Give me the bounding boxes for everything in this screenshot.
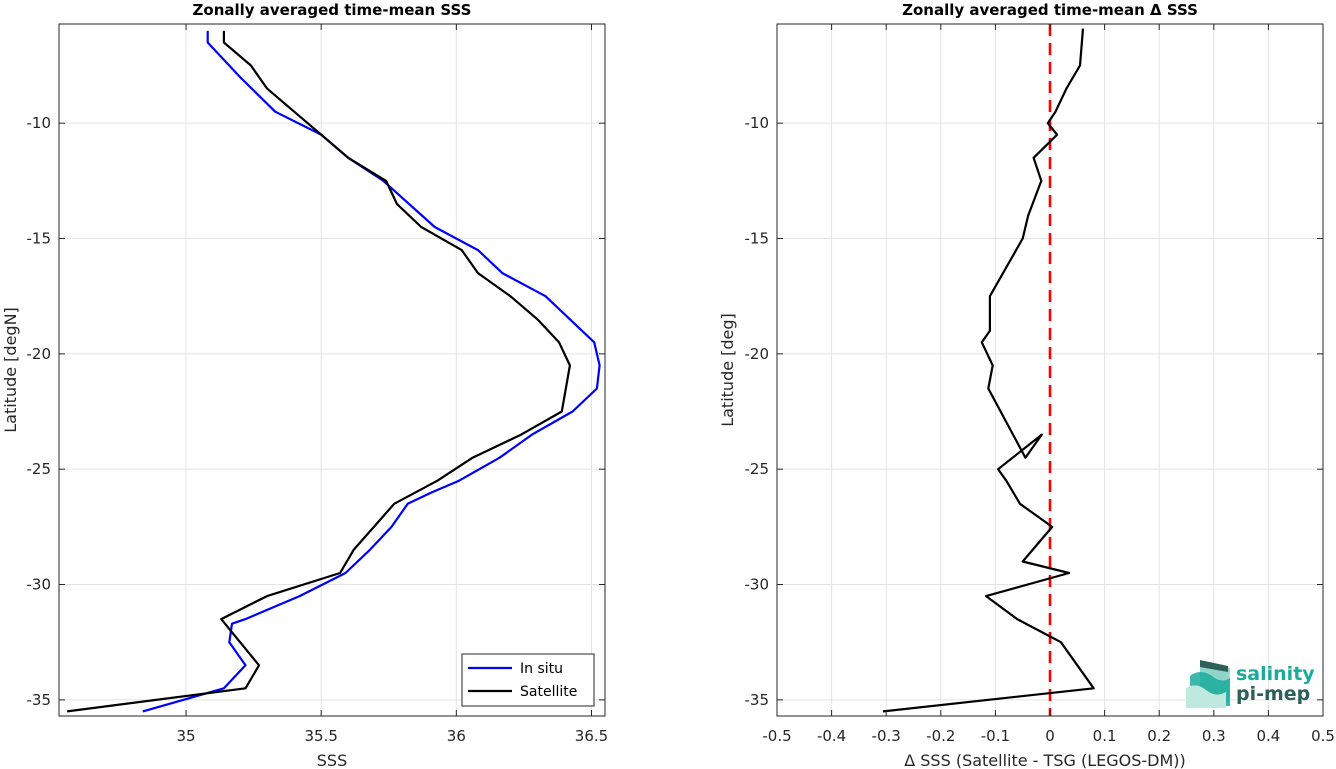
legend-label-satellite: Satellite bbox=[520, 684, 577, 700]
chart-title: Zonally averaged time-mean Δ SSS bbox=[902, 1, 1198, 19]
wave-logo-icon bbox=[1186, 660, 1230, 708]
series-line-in-situ bbox=[142, 30, 601, 713]
x-tick-label: 0.4 bbox=[1256, 727, 1280, 745]
y-tick-label: -10 bbox=[27, 114, 52, 132]
y-tick-label: -25 bbox=[745, 460, 770, 478]
x-tick-label: 36 bbox=[447, 727, 466, 745]
y-tick-label: -35 bbox=[745, 691, 770, 709]
x-axis-label: Δ SSS (Satellite - TSG (LEGOS-DM)) bbox=[904, 751, 1186, 769]
y-tick-label: -30 bbox=[27, 576, 52, 594]
delta-sss-panel: Zonally averaged time-mean Δ SSS -0.5 -0.… bbox=[718, 1, 1335, 769]
salinity-pi-mep-logo: salinity pi-mep bbox=[1186, 660, 1315, 708]
y-tick-label: -30 bbox=[745, 576, 770, 594]
x-tick-label: 36.5 bbox=[575, 727, 608, 745]
x-tick-label: 35.5 bbox=[304, 727, 337, 745]
y-axis-label: Latitude [degN] bbox=[1, 307, 20, 433]
legend-box bbox=[461, 653, 595, 707]
y-tick-label: -25 bbox=[27, 460, 52, 478]
y-tick-label: -15 bbox=[27, 230, 52, 248]
y-tick-label: -15 bbox=[745, 230, 770, 248]
axes-frame bbox=[58, 23, 606, 717]
x-tick-label: 0.1 bbox=[1093, 727, 1117, 745]
x-tick-label: -0.4 bbox=[817, 727, 846, 745]
x-tick-label: 0.2 bbox=[1147, 727, 1171, 745]
x-tick-label: -0.1 bbox=[981, 727, 1010, 745]
x-axis-label: SSS bbox=[317, 751, 347, 769]
chart-title: Zonally averaged time-mean SSS bbox=[193, 1, 472, 19]
y-tick-label: -20 bbox=[27, 345, 52, 363]
y-tick-label: -10 bbox=[745, 114, 770, 132]
x-tick-label: 0.3 bbox=[1202, 727, 1226, 745]
y-tick-label: -20 bbox=[745, 345, 770, 363]
logo-text-line2: pi-mep bbox=[1236, 683, 1310, 705]
legend: In situ Satellite bbox=[461, 653, 595, 707]
x-tick-label: -0.5 bbox=[762, 727, 791, 745]
logo-text-line1: salinity bbox=[1236, 663, 1315, 685]
sss-panel: Zonally averaged time-mean SSS 35 35.5 36 3… bbox=[1, 1, 608, 769]
x-tick-label: 35 bbox=[176, 727, 195, 745]
series-line-satellite bbox=[66, 30, 572, 713]
x-tick-label: 0.5 bbox=[1311, 727, 1335, 745]
legend-label-in-situ: In situ bbox=[520, 661, 563, 677]
series-line-delta bbox=[882, 28, 1095, 713]
y-tick-label: -35 bbox=[27, 691, 52, 709]
x-tick-label: -0.2 bbox=[926, 727, 955, 745]
y-axis-label: Latitude [deg] bbox=[718, 313, 737, 427]
x-tick-label: 0 bbox=[1045, 727, 1055, 745]
x-tick-label: -0.3 bbox=[872, 727, 901, 745]
